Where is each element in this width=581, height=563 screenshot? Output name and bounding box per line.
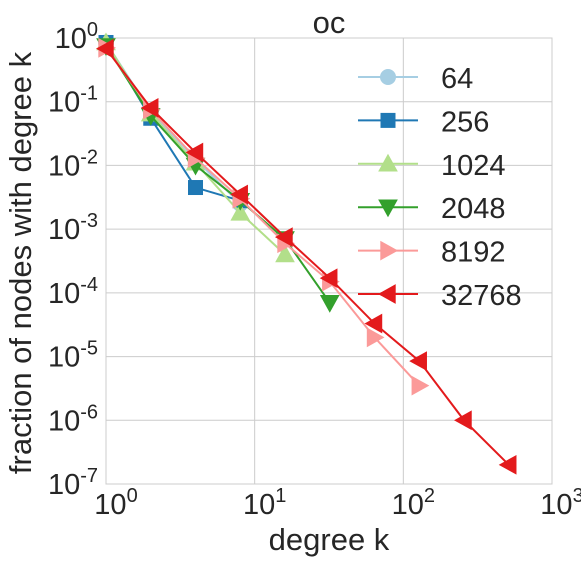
data-point	[230, 202, 251, 221]
data-point	[319, 295, 340, 313]
data-point	[95, 38, 114, 59]
data-point	[275, 244, 295, 263]
y-tick-label: 10-6	[48, 401, 98, 437]
legend-label: 8192	[441, 237, 506, 269]
x-axis-label: degree k	[269, 522, 390, 557]
x-tick-label: 101	[243, 485, 286, 521]
data-point	[411, 375, 430, 396]
data-point	[364, 313, 383, 334]
data-point	[498, 454, 517, 475]
y-tick-labels: 100 10-1 10-2 10-3 10-4 10-5 10-6 10-7	[48, 19, 98, 501]
series-32768	[95, 38, 517, 475]
y-axis-label: fraction of nodes with degree k	[3, 51, 38, 474]
legend: 64 256 1024 2048 8192 32768	[358, 63, 522, 312]
y-tick-label: 10-7	[48, 465, 98, 501]
plot-border	[105, 37, 553, 485]
legend-entry: 32768	[358, 280, 522, 312]
data-point	[366, 327, 385, 348]
data-point	[188, 180, 204, 196]
data-point	[230, 184, 248, 205]
legend-marker	[380, 112, 396, 128]
chart-title: oc	[313, 5, 346, 40]
legend-label: 32768	[441, 280, 522, 312]
legend-marker	[380, 240, 399, 261]
legend-entry: 1024	[358, 150, 506, 182]
legend-marker	[377, 284, 396, 304]
legend-label: 1024	[441, 150, 506, 182]
series-line	[105, 48, 510, 466]
data-point	[453, 410, 472, 431]
legend-label: 256	[441, 106, 489, 138]
y-tick-label: 10-5	[48, 338, 98, 374]
y-tick-label: 100	[55, 19, 98, 55]
y-tick-label: 10-3	[48, 210, 98, 246]
legend-entry: 256	[358, 106, 489, 138]
legend-entry: 64	[358, 63, 473, 95]
y-tick-label: 10-1	[48, 83, 98, 119]
data-point	[140, 98, 159, 118]
data-point	[274, 227, 293, 247]
x-tick-label: 103	[540, 485, 581, 521]
legend-marker	[380, 69, 396, 85]
legend-label: 2048	[441, 193, 506, 225]
legend-entry: 8192	[358, 237, 506, 269]
legend-marker	[378, 199, 398, 218]
x-tick-label: 102	[392, 485, 435, 521]
plot-area	[106, 38, 552, 484]
data-point	[185, 142, 204, 163]
y-tick-label: 10-2	[48, 146, 98, 182]
grid	[105, 37, 553, 485]
y-tick-label: 10-4	[48, 274, 98, 310]
legend-entry: 2048	[358, 193, 506, 225]
x-tick-label: 100	[94, 485, 137, 521]
legend-label: 64	[441, 63, 473, 95]
x-tick-labels: 100 101 102 103	[94, 485, 581, 521]
legend-marker	[378, 153, 398, 172]
data-point	[319, 268, 338, 289]
data-point	[409, 351, 427, 371]
series-layer	[95, 32, 517, 475]
